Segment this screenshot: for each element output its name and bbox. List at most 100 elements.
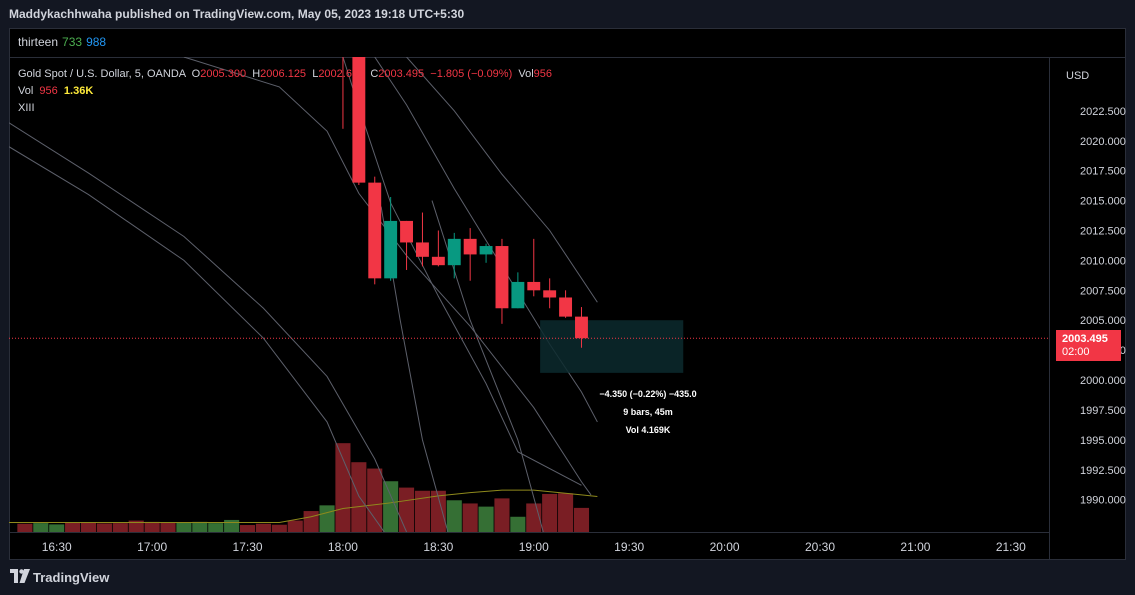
volume-bar <box>383 481 399 532</box>
publisher-header: Maddykachhwaha published on TradingView.… <box>0 0 1135 28</box>
volume-bar <box>255 523 271 532</box>
y-tick-label: 1992.500 <box>1080 465 1126 477</box>
x-tick-label: 19:00 <box>519 540 549 554</box>
band-line <box>406 57 598 303</box>
volume-bar <box>49 524 65 532</box>
volume-bar <box>208 523 224 532</box>
volume-indicator-row: Vol 956 1.36K <box>18 83 552 100</box>
volume-ma-value: 1.36K <box>63 85 94 97</box>
indicator-bar: thirteen 733 988 <box>9 28 1126 57</box>
low-value: 2002.660 <box>318 68 365 80</box>
volume-bar <box>80 522 97 532</box>
high-value: 2006.125 <box>260 68 307 80</box>
x-tick-label: 18:00 <box>328 540 358 554</box>
band-line <box>9 146 385 532</box>
x-tick-label: 20:00 <box>710 540 740 554</box>
volume-bar <box>33 523 49 532</box>
candle-body <box>559 297 573 317</box>
candle-body <box>368 182 382 279</box>
indicator-value-2: 988 <box>86 35 107 49</box>
x-tick-label: 21:30 <box>996 540 1026 554</box>
indicator-value-1: 733 <box>62 35 83 49</box>
volume-bar <box>510 516 526 532</box>
open-label: O <box>191 68 201 80</box>
volume-indicator-value: 956 <box>39 85 58 97</box>
xiii-indicator-row: XIII <box>18 100 552 117</box>
high-label: H <box>252 68 261 80</box>
volume-bar <box>65 522 81 532</box>
y-tick-label: 2010.000 <box>1080 255 1126 267</box>
measure-box <box>540 320 684 373</box>
candle-body <box>575 316 588 339</box>
chart-legend: Gold Spot / U.S. Dollar, 5, OANDA O2005.… <box>18 66 552 117</box>
volume-bar <box>542 493 558 532</box>
volume-bar <box>494 498 510 532</box>
y-tick-label: 2007.500 <box>1080 285 1126 297</box>
ohlc-row: Gold Spot / U.S. Dollar, 5, OANDA O2005.… <box>18 66 552 83</box>
volume-bar <box>192 521 208 532</box>
candle-body <box>431 256 445 266</box>
candle-body <box>511 281 525 309</box>
y-tick-label: 1997.500 <box>1080 405 1126 417</box>
currency-label: USD <box>1066 70 1089 82</box>
volume-bar <box>303 511 319 532</box>
volume-bar <box>17 523 33 532</box>
tradingview-logo-icon[interactable] <box>10 569 30 583</box>
price-chart[interactable]: 2022.500 2020.000 2017.500 2015.000 2012.500… <box>9 57 1126 560</box>
candle-body <box>384 220 398 279</box>
volume-bar <box>176 522 192 532</box>
volume-bar <box>367 468 383 532</box>
volume-bar <box>558 493 574 532</box>
symbol-name[interactable]: Gold Spot / U.S. Dollar, 5, OANDA <box>18 68 186 80</box>
volume-bar <box>414 490 431 532</box>
volume-bar <box>96 523 112 532</box>
x-tick-label: 19:30 <box>614 540 644 554</box>
y-tick-label: 2000.000 <box>1080 375 1126 387</box>
volume-bar <box>462 503 478 532</box>
volume-bar <box>351 462 367 532</box>
volume-bar <box>446 500 462 532</box>
xiii-indicator-label[interactable]: XIII <box>18 102 35 114</box>
x-tick-label: 20:30 <box>805 540 835 554</box>
volume-bar <box>112 523 128 532</box>
volume-bar <box>335 443 351 532</box>
volume-bar <box>160 522 176 532</box>
tradingview-brand[interactable]: TradingView <box>33 570 110 585</box>
y-tick-label: 2005.000 <box>1080 315 1126 327</box>
candle-body <box>495 246 509 309</box>
candle-body <box>463 238 477 255</box>
volume-bar <box>128 520 144 532</box>
candle-body <box>479 246 493 255</box>
band-line <box>9 122 408 532</box>
x-tick-label: 16:30 <box>42 540 72 554</box>
indicator-name[interactable]: thirteen <box>18 35 59 49</box>
candle-body <box>400 220 414 243</box>
volume-bar <box>271 524 287 532</box>
bar-countdown: 02:00 <box>1062 346 1090 358</box>
close-value: 2003.495 <box>378 68 425 80</box>
measure-change: −4.350 (−0.22%) −435.0 <box>599 389 697 399</box>
candle-body <box>352 57 366 183</box>
volume-bar <box>478 506 494 532</box>
change-value: −1.805 (−0.09%) <box>430 68 513 80</box>
measure-bars: 9 bars, 45m <box>623 407 673 417</box>
x-tick-label: 17:00 <box>137 540 167 554</box>
y-tick-label: 1990.000 <box>1080 495 1126 507</box>
volume-bar <box>224 519 240 532</box>
x-tick-label: 21:00 <box>900 540 930 554</box>
y-tick-label: 2020.000 <box>1080 136 1126 148</box>
last-price-tag: 2003.495 02:00 <box>1056 330 1121 361</box>
volume-bar <box>573 507 590 532</box>
plot-area <box>9 57 1049 532</box>
close-label: C <box>370 68 379 80</box>
volume-bar <box>430 490 446 532</box>
x-tick-label: 17:30 <box>233 540 263 554</box>
open-value: 2005.300 <box>200 68 247 80</box>
low-label: L <box>312 68 319 80</box>
candle-body <box>543 290 557 298</box>
vol-value: 956 <box>533 68 553 80</box>
candle-body <box>447 238 461 266</box>
volume-indicator-label[interactable]: Vol <box>18 85 34 97</box>
y-tick-label: 1995.000 <box>1080 435 1126 447</box>
y-tick-label: 2015.000 <box>1080 196 1126 208</box>
